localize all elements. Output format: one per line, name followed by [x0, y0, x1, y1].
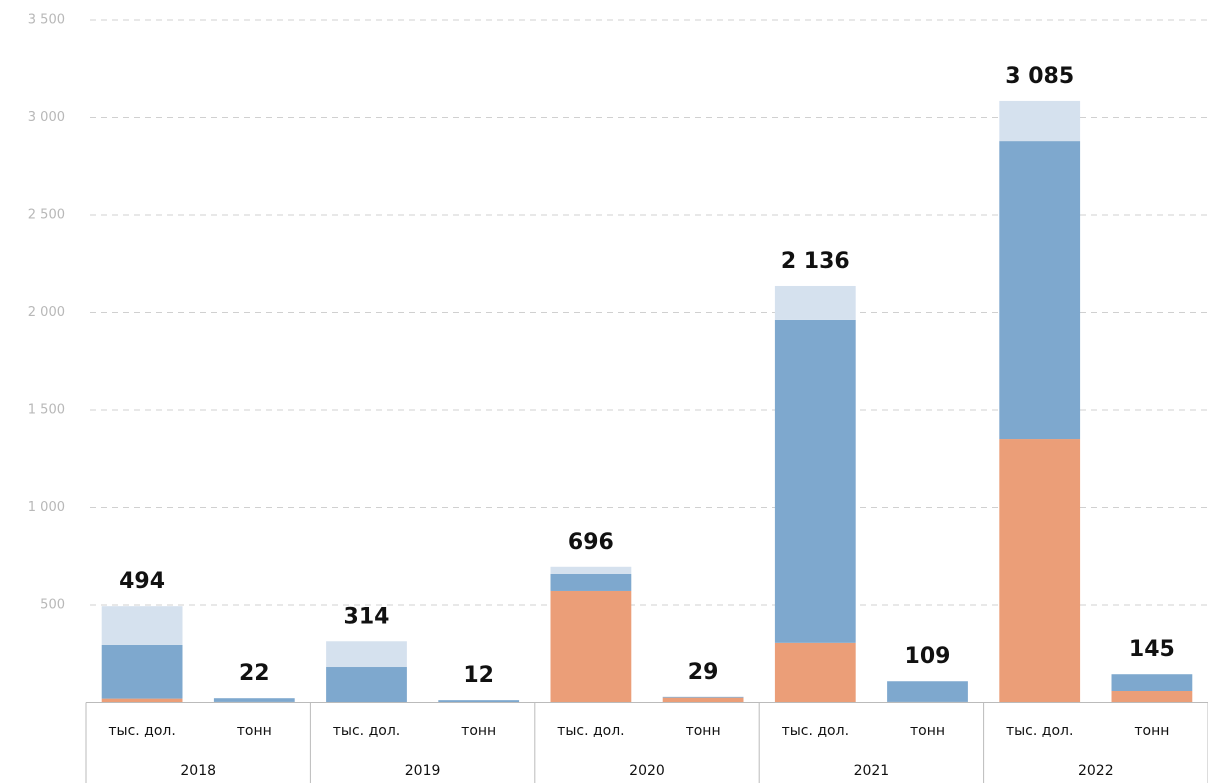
y-tick-label: 3 000: [28, 110, 65, 125]
bar-segment: [102, 699, 183, 703]
bar-segment: [214, 698, 295, 702]
x-tick-label: тыс. дол.: [782, 723, 849, 739]
total-label: 3 085: [1005, 64, 1074, 89]
group-label: 2018: [180, 763, 216, 779]
bar-segment: [1112, 691, 1193, 703]
x-tick-label: тонн: [461, 723, 496, 739]
bar-segment: [102, 606, 183, 645]
bar-segment: [887, 681, 968, 702]
bar-segment: [775, 643, 856, 703]
x-tick-label: тыс. дол.: [108, 723, 175, 739]
x-tick-label: тонн: [686, 723, 721, 739]
group-label: 2022: [1078, 763, 1114, 779]
x-tick-label: тонн: [1134, 723, 1169, 739]
total-label: 109: [905, 644, 951, 669]
y-tick-label: 1 500: [28, 403, 65, 418]
x-tick-label: тыс. дол.: [557, 723, 624, 739]
bar-segment: [999, 101, 1080, 141]
x-tick-label: тонн: [910, 723, 945, 739]
bar-segment: [551, 574, 632, 591]
x-tick-label: тыс. дол.: [333, 723, 400, 739]
bar-segment: [999, 141, 1080, 439]
y-tick-label: 1 000: [28, 500, 65, 515]
total-label: 29: [688, 660, 719, 685]
bar-segment: [551, 591, 632, 703]
group-label: 2019: [405, 763, 441, 779]
chart: 500 1 000 1 500 2 000 2 500 3 000 3 500 494 тыс.…: [0, 0, 1208, 783]
total-label: 494: [119, 569, 165, 594]
bar-segment: [663, 698, 744, 703]
total-label: 22: [239, 661, 270, 686]
y-tick-label: 2 500: [28, 208, 65, 223]
bar-segment: [102, 645, 183, 699]
group-label: 2020: [629, 763, 665, 779]
y-tick-label: 2 000: [28, 305, 65, 320]
bar-segment: [326, 641, 407, 667]
bar-segment: [775, 286, 856, 320]
bar-segment: [775, 320, 856, 643]
y-tick-label: 3 500: [28, 13, 65, 28]
x-tick-label: тыс. дол.: [1006, 723, 1073, 739]
bar-segment: [551, 567, 632, 574]
total-label: 696: [568, 530, 614, 555]
group-label: 2021: [854, 763, 890, 779]
y-tick-label: 500: [40, 598, 65, 613]
bar-segment: [326, 667, 407, 702]
total-label: 145: [1129, 637, 1175, 662]
total-label: 2 136: [781, 249, 850, 274]
bar-segment: [663, 697, 744, 698]
x-tick-label: тонн: [237, 723, 272, 739]
bar-segment: [1112, 674, 1193, 691]
total-label: 314: [344, 604, 390, 629]
bar-segment: [999, 439, 1080, 702]
total-label: 12: [463, 663, 494, 688]
